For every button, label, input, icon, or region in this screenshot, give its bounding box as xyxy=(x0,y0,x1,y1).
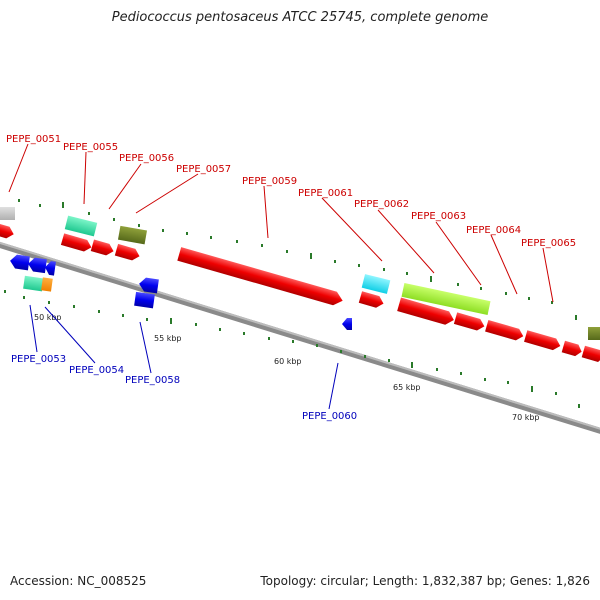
label-pepe-0055: PEPE_0055 xyxy=(63,142,118,153)
gene-pepe-0060[interactable] xyxy=(342,318,352,330)
scale-label-70: 70 kbp xyxy=(512,413,540,422)
scale-ticks-upper xyxy=(18,199,577,320)
gene-grey[interactable] xyxy=(0,207,15,220)
label-pepe-0063: PEPE_0063 xyxy=(411,211,466,222)
gene-pepe-0062[interactable] xyxy=(397,297,456,327)
gene-pepe-0054[interactable] xyxy=(41,277,53,292)
gene-pepe-0057b[interactable] xyxy=(114,243,141,262)
label-pepe-0061: PEPE_0061 xyxy=(298,188,353,199)
upper-leader-lines xyxy=(8,143,554,303)
gene-red-end-b[interactable] xyxy=(581,345,600,363)
label-pepe-0054: PEPE_0054 xyxy=(69,365,124,376)
gene-pepe-0052c[interactable] xyxy=(44,260,56,276)
gene-olive-right[interactable] xyxy=(588,327,600,340)
gene-pepe-0059[interactable] xyxy=(177,247,344,307)
label-pepe-0057: PEPE_0057 xyxy=(176,164,231,175)
gene-red-end-a[interactable] xyxy=(561,340,584,358)
gene-pepe-0065[interactable] xyxy=(524,330,562,351)
label-pepe-0062: PEPE_0062 xyxy=(354,199,409,210)
label-pepe-0065: PEPE_0065 xyxy=(521,238,576,249)
gene-pepe-0053[interactable] xyxy=(23,275,44,292)
forward-genes xyxy=(0,223,600,363)
accession-text: Accession: NC_008525 xyxy=(10,574,147,588)
gene-pepe-0055b[interactable] xyxy=(60,233,93,253)
scale-label-55: 55 kbp xyxy=(154,334,182,343)
gene-pepe-0056[interactable] xyxy=(90,239,115,257)
genome-summary-text: Topology: circular; Length: 1,832,387 bp… xyxy=(260,574,590,588)
gene-pepe-0063b[interactable] xyxy=(453,312,486,332)
gene-pepe-0055[interactable] xyxy=(64,215,98,237)
scale-label-60: 60 kbp xyxy=(274,357,302,366)
gene-pepe-0061b[interactable] xyxy=(358,291,385,309)
genome-title: Pediococcus pentosaceus ATCC 25745, comp… xyxy=(111,10,489,25)
scale-label-50: 50 kbp xyxy=(34,313,62,322)
label-pepe-0051: PEPE_0051 xyxy=(6,134,61,145)
gene-pepe-0061[interactable] xyxy=(361,274,391,294)
gene-pepe-0063[interactable] xyxy=(401,283,491,315)
label-pepe-0064: PEPE_0064 xyxy=(466,225,521,236)
genome-backbone xyxy=(0,236,600,438)
gene-pepe-0057[interactable] xyxy=(117,225,148,245)
gene-pepe-0051[interactable] xyxy=(0,223,15,239)
gene-pepe-0058b[interactable] xyxy=(134,291,155,309)
scale-label-65: 65 kbp xyxy=(393,383,421,392)
label-pepe-0060: PEPE_0060 xyxy=(302,411,357,422)
reverse-genes xyxy=(9,254,352,330)
label-pepe-0056: PEPE_0056 xyxy=(119,153,174,164)
label-pepe-0058: PEPE_0058 xyxy=(125,375,180,386)
scale-ticks-lower xyxy=(4,290,580,408)
gene-pepe-0064[interactable] xyxy=(485,319,525,342)
gene-pepe-0052b[interactable] xyxy=(27,257,47,274)
label-pepe-0053: PEPE_0053 xyxy=(11,354,66,365)
gene-pepe-0058a[interactable] xyxy=(138,277,159,294)
label-pepe-0059: PEPE_0059 xyxy=(242,176,297,187)
lower-leader-lines xyxy=(29,304,339,410)
gene-pepe-0052a[interactable] xyxy=(9,254,30,271)
